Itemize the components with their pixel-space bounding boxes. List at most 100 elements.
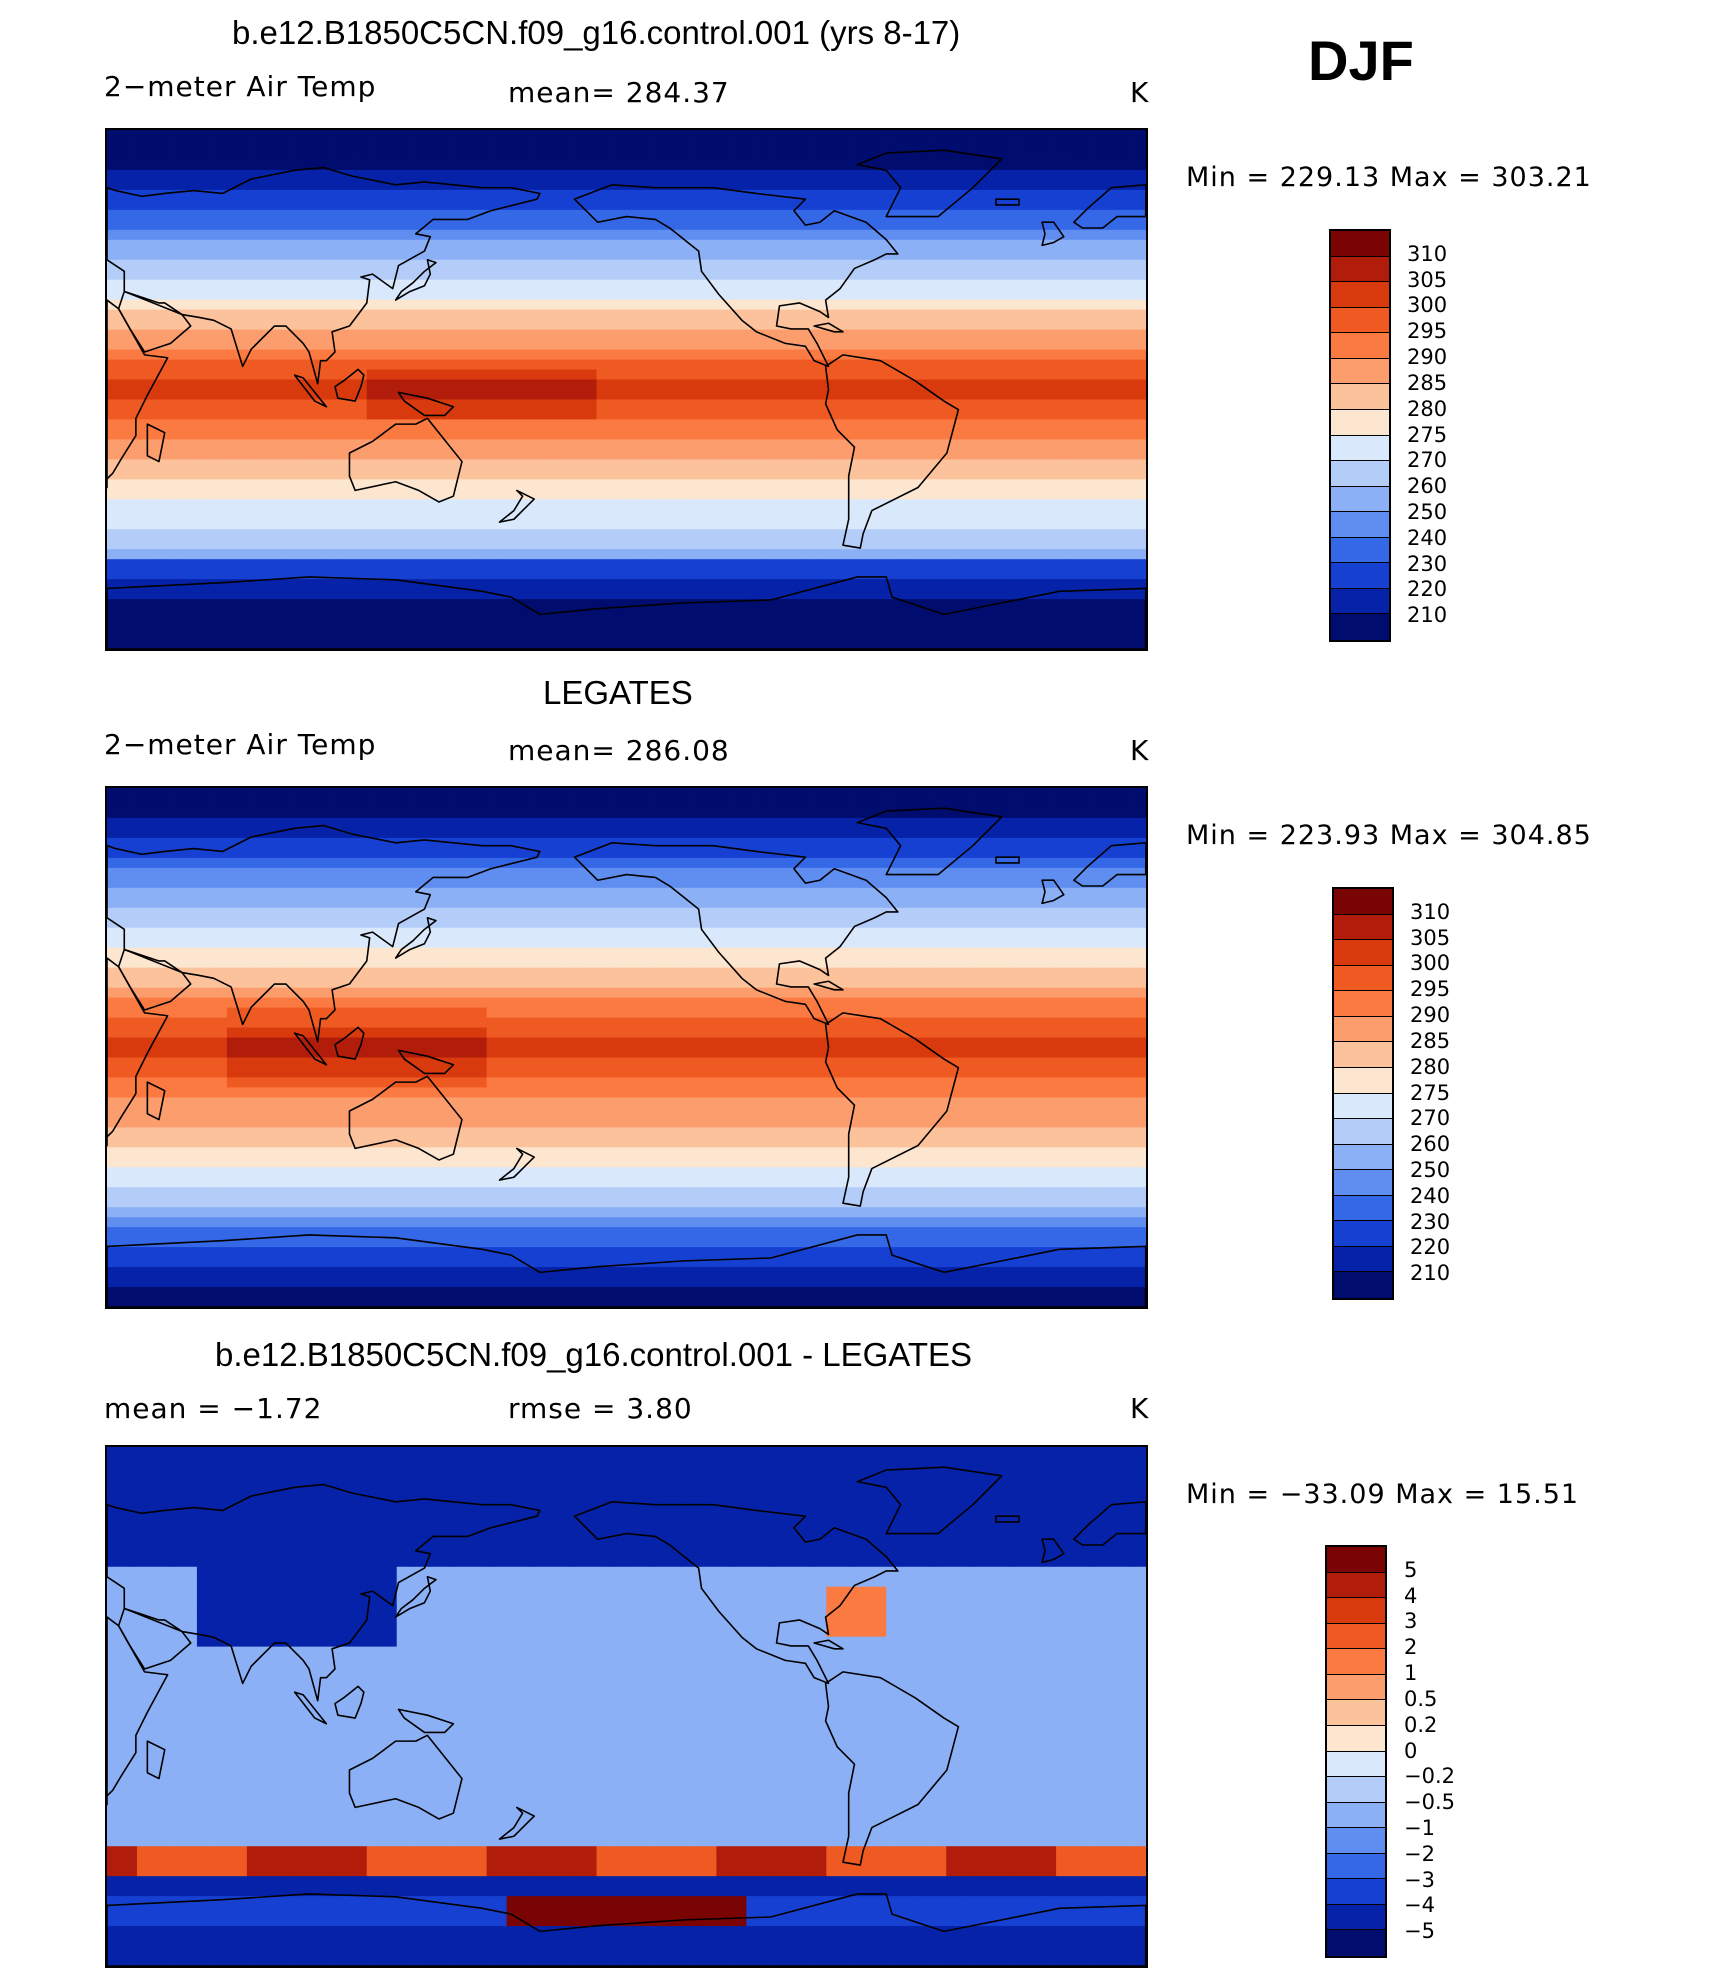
field-cell [876, 399, 887, 411]
field-cell [1006, 499, 1017, 510]
field-cell [266, 309, 278, 321]
field-cell [636, 209, 648, 221]
field-cell [936, 269, 947, 281]
field-cell [926, 529, 937, 540]
field-cell [446, 339, 458, 351]
field-cell [246, 199, 258, 211]
field-cell [536, 149, 548, 161]
field-cell [666, 349, 678, 361]
field-cell [656, 239, 668, 251]
field-cell [1106, 389, 1117, 401]
field-cell [986, 459, 997, 470]
field-cell [1076, 489, 1087, 500]
field-cell [686, 579, 698, 590]
field-cell [616, 209, 628, 221]
field-cell [1086, 439, 1097, 450]
field-cell [216, 549, 228, 560]
field-cell [186, 179, 198, 191]
field-cell [656, 349, 668, 361]
field-cell [926, 149, 937, 161]
field-cell [496, 429, 508, 441]
field-cell [516, 479, 528, 490]
field-cell [416, 539, 428, 550]
field-cell [616, 479, 628, 490]
field-cell [956, 229, 967, 241]
field-cell [516, 269, 528, 281]
field-cell [496, 499, 508, 510]
field-cell [726, 419, 737, 431]
field-cell [486, 419, 498, 431]
field-cell [876, 499, 887, 510]
field-cell [146, 429, 158, 441]
field-cell [406, 229, 418, 241]
field-cell [936, 259, 947, 271]
field-cell [626, 419, 638, 431]
field-cell [596, 519, 608, 530]
field-cell [896, 179, 907, 191]
field-cell [426, 199, 438, 211]
field-cell [616, 519, 628, 530]
field-cell [846, 589, 857, 600]
field-cell [246, 389, 258, 401]
field-cell [856, 179, 867, 191]
field-cell [926, 239, 937, 251]
field-cell [1056, 509, 1067, 520]
field-cell [1066, 559, 1077, 570]
field-cell [107, 489, 118, 500]
field-cell [626, 159, 638, 171]
field-cell [736, 419, 747, 431]
field-cell [386, 239, 398, 251]
field-cell [126, 569, 138, 580]
field-cell [736, 389, 747, 401]
field-cell [1136, 599, 1146, 610]
field-cell [616, 369, 628, 381]
field-cell [846, 389, 857, 401]
field-cell [886, 399, 897, 411]
field-cell [736, 179, 747, 191]
field-cell [546, 339, 558, 351]
field-cell [466, 549, 478, 560]
field-cell [756, 389, 767, 401]
field-cell [1046, 209, 1057, 221]
field-cell [1006, 159, 1017, 171]
field-cell [426, 359, 438, 371]
field-cell [956, 319, 967, 331]
field-cell [816, 349, 827, 361]
field-cell [426, 309, 438, 321]
field-cell [286, 229, 298, 241]
field-cell [796, 489, 807, 500]
field-cell [516, 279, 528, 291]
field-cell [876, 589, 887, 600]
field-cell [376, 149, 388, 161]
field-cell [756, 499, 767, 510]
field-cell [806, 549, 817, 560]
field-cell [946, 239, 957, 251]
field-cell [496, 279, 508, 291]
field-cell [406, 139, 418, 151]
field-cell [686, 179, 698, 191]
field-cell [646, 389, 658, 401]
field-cell [886, 139, 897, 151]
field-cell [616, 189, 628, 201]
field-cell [996, 329, 1007, 341]
field-cell [346, 289, 358, 301]
field-cell [156, 519, 168, 530]
field-cell [926, 189, 937, 201]
field-cell [316, 169, 328, 181]
field-cell [996, 459, 1007, 470]
field-cell [226, 469, 238, 480]
field-cell [736, 229, 747, 241]
field-cell [176, 409, 188, 421]
field-cell [446, 139, 458, 151]
field-cell [736, 339, 747, 351]
field-cell [236, 539, 248, 550]
field-cell [516, 419, 528, 431]
field-cell [1036, 449, 1047, 460]
field-cell [246, 319, 258, 331]
field-cell [246, 279, 258, 291]
field-cell [436, 529, 448, 540]
field-cell [326, 259, 338, 271]
field-cell [776, 369, 787, 381]
field-cell [386, 439, 398, 450]
field-cell [136, 149, 148, 161]
